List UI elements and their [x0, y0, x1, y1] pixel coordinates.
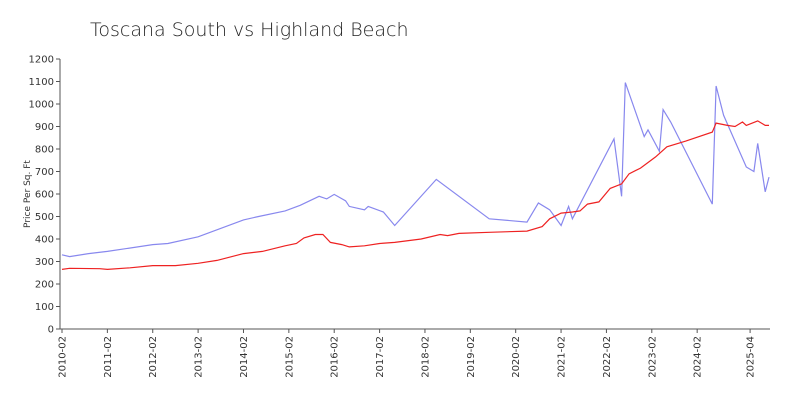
x-tick-label: 2020-02 — [511, 336, 522, 378]
x-tick-label: 2014-02 — [239, 336, 250, 378]
x-tick-label: 2012-02 — [148, 336, 159, 378]
x-tick-label: 2010-02 — [58, 336, 69, 378]
x-tick-label: 2018-02 — [420, 336, 431, 378]
chart-title: Toscana South vs Highland Beach — [90, 19, 409, 41]
x-tick-label: 2017-02 — [375, 336, 386, 378]
x-tick-label: 2016-02 — [330, 336, 341, 378]
x-tick-label: 2019-02 — [466, 336, 477, 378]
y-tick-label: 200 — [35, 280, 54, 291]
x-tick-label: 2025-04 — [746, 336, 757, 378]
y-tick-label: 600 — [35, 190, 54, 201]
x-tick-label: 2011-02 — [103, 336, 114, 378]
y-tick-label: 400 — [35, 235, 54, 246]
x-tick-label: 2022-02 — [602, 336, 613, 378]
y-tick-label: 0 — [48, 325, 54, 336]
x-tick-label: 2024-02 — [693, 336, 704, 378]
y-tick-label: 300 — [35, 257, 54, 268]
y-tick-label: 1000 — [29, 100, 54, 111]
x-tick-label: 2023-02 — [647, 336, 658, 378]
x-tick-label: 2015-02 — [284, 336, 295, 378]
y-tick-label: 700 — [35, 167, 54, 178]
x-tick-label: 2021-02 — [557, 336, 568, 378]
line-series — [61, 120, 769, 271]
line-series — [61, 82, 770, 258]
y-tick-label: 100 — [35, 302, 54, 313]
y-axis-label: Price Per Sq. Ft — [23, 160, 33, 228]
x-tick-label: 2013-02 — [194, 336, 205, 378]
y-tick-label: 1100 — [29, 77, 54, 88]
y-tick-label: 900 — [35, 122, 54, 133]
y-tick-label: 800 — [35, 145, 54, 156]
y-tick-label: 500 — [35, 212, 54, 223]
y-tick-label: 1200 — [29, 55, 54, 66]
